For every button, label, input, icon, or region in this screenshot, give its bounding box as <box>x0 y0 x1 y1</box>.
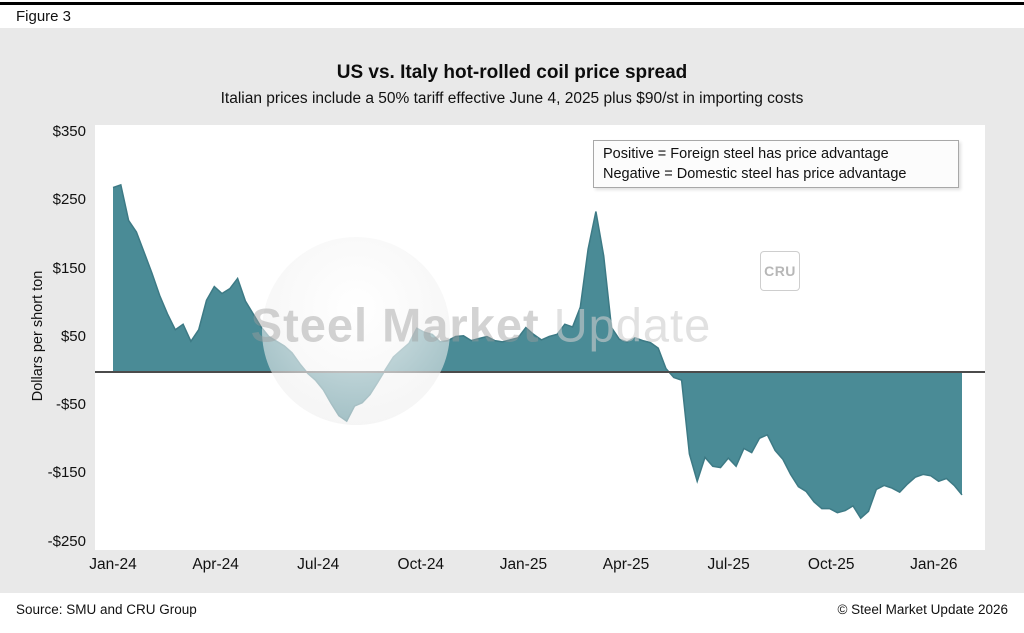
watermark-circle <box>262 237 450 425</box>
source-note: Source: SMU and CRU Group <box>16 602 197 617</box>
top-rule <box>0 2 1024 5</box>
x-tick-label: Jan-25 <box>499 556 548 573</box>
y-tick-label: $150 <box>52 259 86 277</box>
copyright-note: © Steel Market Update 2026 <box>837 602 1008 617</box>
chart-subtitle: Italian prices include a 50% tariff effe… <box>220 90 804 107</box>
spread-area-series <box>113 184 962 519</box>
plot-area: Steel Market Update CRU Positive = Forei… <box>95 125 985 550</box>
y-tick-label: $350 <box>52 122 86 140</box>
x-tick-label: Jul-25 <box>707 556 750 573</box>
annotation-box: Positive = Foreign steel has price advan… <box>593 140 959 188</box>
spread-area-chart <box>95 183 985 520</box>
x-tick-label: Apr-25 <box>602 556 650 573</box>
x-tick-label: Jan-26 <box>910 556 958 573</box>
watermark-text-light: Update <box>539 298 712 352</box>
y-tick-label: $50 <box>60 327 86 345</box>
y-tick-label: -$250 <box>47 532 86 550</box>
y-tick-label: $250 <box>52 191 86 209</box>
annotation-line-negative: Negative = Domestic steel has price adva… <box>603 166 907 182</box>
x-tick-label: Jul-24 <box>297 556 340 573</box>
y-tick-label: -$50 <box>55 396 86 414</box>
watermark-text: Steel Market Update <box>251 298 712 353</box>
y-tick-label: -$150 <box>47 464 86 482</box>
x-tick-label: Apr-24 <box>192 556 239 573</box>
annotation-line-positive: Positive = Foreign steel has price advan… <box>603 146 889 162</box>
x-tick-label: Oct-24 <box>397 556 445 573</box>
spread-line-edge <box>112 183 963 520</box>
cru-watermark-badge: CRU <box>760 251 800 291</box>
x-tick-label: Jan-24 <box>89 556 137 573</box>
figure-label: Figure 3 <box>16 8 72 25</box>
x-tick-label: Oct-25 <box>807 556 855 573</box>
chart-title: US vs. Italy hot-rolled coil price sprea… <box>336 62 688 83</box>
watermark-text-bold: Steel Market <box>250 298 540 352</box>
